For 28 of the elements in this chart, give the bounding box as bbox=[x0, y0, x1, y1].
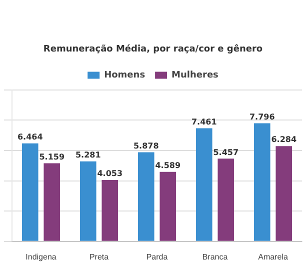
bar bbox=[22, 143, 38, 241]
x-tick-label: Parda bbox=[146, 252, 168, 262]
bar bbox=[276, 146, 292, 241]
x-tick-label: Preta bbox=[89, 252, 110, 262]
x-tick-label: Amarela bbox=[258, 252, 288, 262]
x-tick-label: Indigena bbox=[26, 252, 57, 262]
bar bbox=[80, 161, 96, 241]
bar bbox=[44, 163, 60, 241]
bar bbox=[196, 128, 212, 241]
data-label: 7.796 bbox=[249, 112, 276, 122]
data-label: 4.589 bbox=[155, 160, 181, 170]
data-label: 6.464 bbox=[17, 132, 44, 142]
bar bbox=[102, 180, 118, 241]
data-label: 5.159 bbox=[39, 152, 65, 162]
bar bbox=[218, 158, 234, 241]
data-label: 6.284 bbox=[271, 135, 297, 144]
data-label: 5.457 bbox=[213, 148, 239, 157]
data-label: 7.461 bbox=[191, 117, 218, 126]
data-label: 4.053 bbox=[97, 169, 123, 178]
x-tick-label: Branca bbox=[202, 252, 228, 262]
legend-label: Homens bbox=[104, 70, 146, 81]
legend-label: Mulheres bbox=[172, 70, 218, 81]
chart-title: Remuneração Média, por raça/cor e gênero bbox=[43, 44, 263, 55]
bar bbox=[138, 152, 154, 241]
bar bbox=[160, 172, 176, 241]
data-label: 5.878 bbox=[133, 141, 160, 150]
data-label: 5.281 bbox=[75, 150, 102, 160]
bar bbox=[254, 123, 270, 241]
